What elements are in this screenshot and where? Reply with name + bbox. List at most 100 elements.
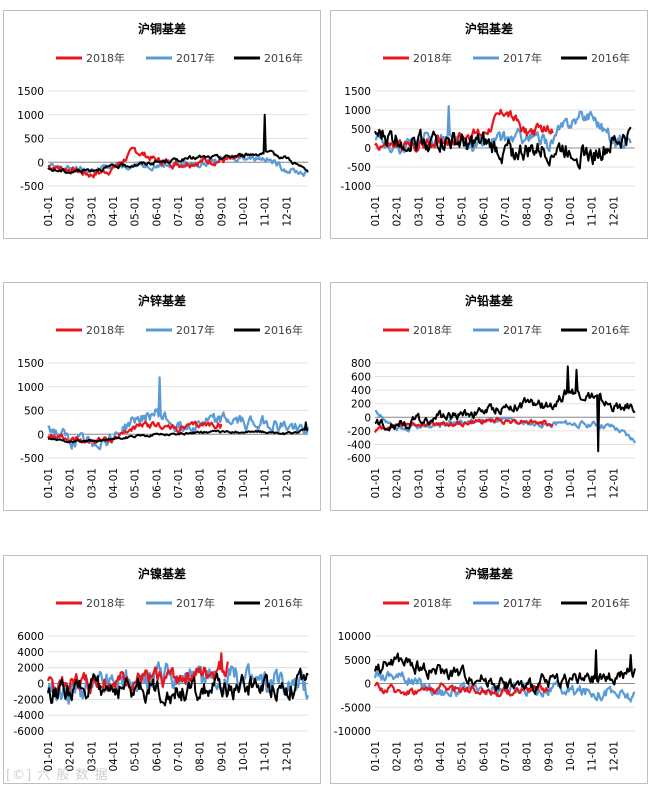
legend-item: 2016年 [561, 596, 630, 610]
y-tick-label: -2000 [13, 694, 44, 706]
legend-label: 2016年 [591, 51, 630, 65]
chart-title: 沪铝基差 [465, 21, 513, 36]
y-tick-label: -500 [20, 181, 44, 193]
chart-title: 沪锡基差 [465, 566, 513, 581]
legend-label: 2016年 [591, 596, 630, 610]
legend-label: 2016年 [264, 323, 303, 337]
x-tick-label: 12-01 [608, 196, 620, 227]
x-tick-label: 10-01 [238, 468, 250, 499]
x-tick-label: 04-01 [435, 468, 447, 499]
x-tick-label: 07-01 [173, 468, 185, 499]
series-line-2017 [47, 376, 310, 451]
y-tick-label: 5000 [344, 655, 371, 667]
x-tick-label: 03-01 [86, 196, 98, 227]
x-tick-label: 05-01 [457, 196, 469, 227]
x-tick-label: 11-01 [260, 468, 272, 499]
x-tick-label: 08-01 [195, 741, 207, 772]
x-tick-label: 09-01 [543, 468, 555, 499]
y-tick-label: 1000 [17, 382, 44, 394]
chart-panel: 沪镍基差 2018年 2017年 2016年 -6000 -4000 -2000 0 2000 4… [3, 555, 321, 784]
series-line-2018 [47, 420, 223, 445]
x-tick-label: 09-01 [543, 196, 555, 227]
x-tick-label: 11-01 [260, 741, 272, 772]
chart-panel: 沪锌基差 2018年 2017年 2016年 -500 0 500 1000 1500 01-01… [3, 282, 321, 511]
x-tick-label: 03-01 [413, 741, 425, 772]
y-tick-label: -400 [347, 439, 371, 451]
chart-panel: 沪铝基差 2018年 2017年 2016年 -1000 -500 0 500 1000 1500… [330, 10, 648, 239]
x-tick-label: 05-01 [130, 468, 142, 499]
y-tick-label: -4000 [13, 710, 44, 722]
legend-label: 2017年 [176, 323, 215, 337]
x-tick-label: 06-01 [478, 741, 490, 772]
y-tick-label: 0 [364, 679, 371, 691]
x-tick-label: 04-01 [435, 741, 447, 772]
x-tick-label: 10-01 [565, 468, 577, 499]
legend-label: 2016年 [264, 596, 303, 610]
y-tick-label: 600 [351, 372, 371, 384]
legend-item: 2016年 [561, 51, 630, 65]
series-line-2017 [374, 409, 636, 444]
chart-svg: 沪锌基差 2018年 2017年 2016年 -500 0 500 1000 1500 01-01… [17, 293, 310, 499]
x-tick-label: 10-01 [565, 196, 577, 227]
legend-item: 2017年 [473, 596, 542, 610]
chart-svg: 沪铜基差 2018年 2017年 2016年 -500 0 500 1000 1500 01-01… [17, 21, 310, 227]
x-tick-label: 03-01 [86, 741, 98, 772]
legend-label: 2017年 [503, 51, 542, 65]
y-tick-label: -500 [347, 162, 371, 174]
y-tick-label: 10000 [338, 631, 371, 643]
x-tick-label: 07-01 [500, 468, 512, 499]
y-tick-label: 1000 [17, 110, 44, 122]
y-tick-label: 500 [24, 134, 44, 146]
x-tick-label: 01-01 [370, 196, 382, 227]
chart-title: 沪铜基差 [138, 21, 186, 36]
watermark: [©] 六 般 数 据 [6, 768, 109, 783]
x-tick-label: 12-01 [608, 741, 620, 772]
chart-panel: 沪锡基差 2018年 2017年 2016年 -10000 -5000 0 5000 10000… [330, 555, 648, 784]
x-tick-label: 06-01 [151, 468, 163, 499]
chart-title: 沪镍基差 [138, 566, 186, 581]
x-tick-label: 11-01 [587, 741, 599, 772]
x-tick-label: 09-01 [543, 741, 555, 772]
series-line-2016 [47, 421, 309, 444]
y-tick-label: -10000 [334, 726, 371, 738]
legend-label: 2018年 [86, 323, 125, 337]
x-tick-label: 09-01 [216, 741, 228, 772]
x-tick-label: 08-01 [195, 196, 207, 227]
x-tick-label: 11-01 [587, 468, 599, 499]
x-tick-label: 12-01 [281, 196, 293, 227]
legend-label: 2018年 [413, 596, 452, 610]
legend-item: 2018年 [56, 323, 125, 337]
x-tick-label: 02-01 [392, 196, 404, 227]
x-tick-label: 05-01 [130, 741, 142, 772]
y-tick-label: 1500 [17, 358, 44, 370]
legend-label: 2016年 [264, 51, 303, 65]
y-tick-label: 0 [37, 429, 44, 441]
legend-item: 2016年 [561, 323, 630, 337]
series-line-2016 [374, 365, 636, 453]
x-tick-label: 01-01 [370, 468, 382, 499]
legend-item: 2018年 [383, 596, 452, 610]
x-tick-label: 02-01 [65, 741, 77, 772]
series-line-2017 [373, 670, 635, 703]
chart-panel: 沪铜基差 2018年 2017年 2016年 -500 0 500 1000 1500 01-01… [3, 10, 321, 239]
x-tick-label: 06-01 [151, 741, 163, 772]
chart-title: 沪铅基差 [465, 293, 513, 308]
series-line-2016 [374, 126, 632, 170]
x-tick-label: 12-01 [281, 741, 293, 772]
y-tick-label: -6000 [13, 726, 44, 738]
y-tick-label: -1000 [340, 181, 371, 193]
x-tick-label: 12-01 [608, 468, 620, 499]
legend-label: 2017年 [503, 596, 542, 610]
y-tick-label: -600 [347, 453, 371, 465]
x-tick-label: 01-01 [370, 741, 382, 772]
x-tick-label: 08-01 [522, 468, 534, 499]
y-tick-label: 1500 [17, 86, 44, 98]
x-tick-label: 03-01 [86, 468, 98, 499]
x-tick-label: 10-01 [238, 196, 250, 227]
y-tick-label: 800 [351, 358, 371, 370]
y-tick-label: 500 [24, 406, 44, 418]
x-tick-label: 02-01 [65, 468, 77, 499]
y-tick-label: 0 [37, 157, 44, 169]
x-tick-label: 03-01 [413, 468, 425, 499]
legend-label: 2017年 [176, 596, 215, 610]
